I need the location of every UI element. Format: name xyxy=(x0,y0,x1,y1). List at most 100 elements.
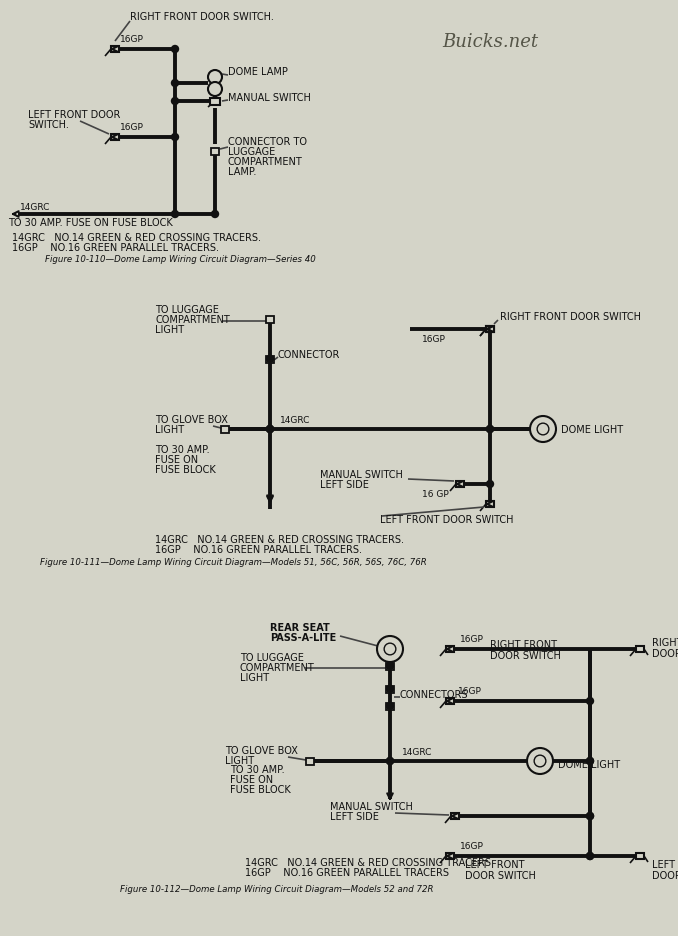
Text: MANUAL SWITCH: MANUAL SWITCH xyxy=(330,801,413,812)
Text: Figure 10-111—Dome Lamp Wiring Circuit Diagram—Models 51, 56C, 56R, 56S, 76C, 76: Figure 10-111—Dome Lamp Wiring Circuit D… xyxy=(40,558,426,567)
Bar xyxy=(451,813,459,819)
Circle shape xyxy=(586,812,593,820)
Text: RIGHT FRONT DOOR SWITCH: RIGHT FRONT DOOR SWITCH xyxy=(500,312,641,322)
Bar xyxy=(636,647,644,652)
Text: 16GP    NO.16 GREEN PARALLEL TRACERS.: 16GP NO.16 GREEN PARALLEL TRACERS. xyxy=(155,545,362,554)
Circle shape xyxy=(208,83,222,97)
Text: LIGHT: LIGHT xyxy=(240,672,269,682)
Text: LEFT REAR: LEFT REAR xyxy=(652,859,678,869)
Text: FUSE BLOCK: FUSE BLOCK xyxy=(230,784,291,794)
Text: Figure 10-112—Dome Lamp Wiring Circuit Diagram—Models 52 and 72R: Figure 10-112—Dome Lamp Wiring Circuit D… xyxy=(120,885,433,894)
Circle shape xyxy=(386,703,393,709)
Text: 16 GP: 16 GP xyxy=(422,490,449,499)
Circle shape xyxy=(487,426,494,433)
Text: DOOR SWITCH: DOOR SWITCH xyxy=(490,651,561,660)
Text: 16GP: 16GP xyxy=(120,36,144,44)
Text: 14GRC: 14GRC xyxy=(20,202,50,212)
Circle shape xyxy=(586,853,593,859)
Circle shape xyxy=(212,212,218,218)
Text: 14GRC   NO.14 GREEN & RED CROSSING TRACERS: 14GRC NO.14 GREEN & RED CROSSING TRACERS xyxy=(245,857,491,867)
Text: 16GP: 16GP xyxy=(460,635,484,644)
Text: DOME LIGHT: DOME LIGHT xyxy=(558,759,620,769)
Text: LIGHT: LIGHT xyxy=(155,425,184,434)
Bar xyxy=(111,135,119,140)
Text: LIGHT: LIGHT xyxy=(155,325,184,335)
Circle shape xyxy=(527,748,553,774)
Circle shape xyxy=(266,426,273,433)
Text: DOME LAMP: DOME LAMP xyxy=(228,67,288,77)
Text: CONNECTORS: CONNECTORS xyxy=(400,689,468,699)
Text: DOOR SWITCH: DOOR SWITCH xyxy=(652,649,678,658)
Text: CONNECTOR TO: CONNECTOR TO xyxy=(228,137,307,147)
Text: TO GLOVE BOX: TO GLOVE BOX xyxy=(155,415,228,425)
Text: FUSE ON: FUSE ON xyxy=(230,774,273,784)
Text: MANUAL SWITCH: MANUAL SWITCH xyxy=(228,93,311,103)
Text: DOOR SWITCH: DOOR SWITCH xyxy=(465,870,536,880)
Circle shape xyxy=(586,697,593,705)
Circle shape xyxy=(487,426,494,433)
Circle shape xyxy=(172,47,178,53)
Bar xyxy=(210,98,220,106)
Text: PASS-A-LITE: PASS-A-LITE xyxy=(270,633,336,642)
Circle shape xyxy=(386,663,393,670)
Text: LEFT SIDE: LEFT SIDE xyxy=(320,479,369,490)
Circle shape xyxy=(377,636,403,663)
Text: FUSE ON: FUSE ON xyxy=(155,455,198,464)
Text: TO 30 AMP.: TO 30 AMP. xyxy=(155,445,210,455)
Text: LEFT FRONT: LEFT FRONT xyxy=(465,859,525,869)
Circle shape xyxy=(384,643,396,655)
Circle shape xyxy=(586,757,593,765)
Circle shape xyxy=(172,212,178,218)
Text: LEFT SIDE: LEFT SIDE xyxy=(330,812,379,821)
Circle shape xyxy=(537,424,549,435)
Text: 14GRC: 14GRC xyxy=(280,417,311,425)
Text: 16GP    NO.16 GREEN PARALLEL TRACERS: 16GP NO.16 GREEN PARALLEL TRACERS xyxy=(245,867,449,877)
Bar xyxy=(266,356,274,363)
Text: RIGHT REAR: RIGHT REAR xyxy=(652,637,678,648)
Text: LEFT FRONT DOOR: LEFT FRONT DOOR xyxy=(28,110,121,120)
Text: 14GRC   NO.14 GREEN & RED CROSSING TRACERS.: 14GRC NO.14 GREEN & RED CROSSING TRACERS… xyxy=(155,534,404,545)
Bar xyxy=(446,853,454,859)
Text: TO GLOVE BOX: TO GLOVE BOX xyxy=(225,745,298,755)
Text: MANUAL SWITCH: MANUAL SWITCH xyxy=(320,470,403,479)
Text: REAR SEAT: REAR SEAT xyxy=(270,622,330,633)
Text: LIGHT: LIGHT xyxy=(225,755,254,766)
Text: COMPARTMENT: COMPARTMENT xyxy=(240,663,315,672)
Text: 16GP: 16GP xyxy=(458,687,482,695)
Circle shape xyxy=(266,426,273,433)
Circle shape xyxy=(586,812,593,820)
Bar xyxy=(486,502,494,507)
Text: LAMP.: LAMP. xyxy=(228,167,256,177)
Text: CONNECTOR: CONNECTOR xyxy=(278,350,340,359)
Text: SWITCH.: SWITCH. xyxy=(28,120,69,130)
Bar xyxy=(306,757,314,765)
Text: DOME LIGHT: DOME LIGHT xyxy=(561,425,623,434)
Circle shape xyxy=(386,686,393,693)
Circle shape xyxy=(266,356,273,363)
Bar xyxy=(266,316,274,323)
Text: 16GP    NO.16 GREEN PARALLEL TRACERS.: 16GP NO.16 GREEN PARALLEL TRACERS. xyxy=(12,242,219,253)
Bar xyxy=(386,703,394,709)
Circle shape xyxy=(172,98,178,106)
Bar xyxy=(486,327,494,332)
Text: LUGGAGE: LUGGAGE xyxy=(228,147,275,157)
Text: TO LUGGAGE: TO LUGGAGE xyxy=(155,305,219,314)
Text: 16GP: 16GP xyxy=(120,124,144,132)
Circle shape xyxy=(386,757,393,765)
Text: 16GP: 16GP xyxy=(460,841,484,851)
Text: DOOR SWITCH: DOOR SWITCH xyxy=(652,870,678,880)
Text: FUSE BLOCK: FUSE BLOCK xyxy=(155,464,216,475)
Bar xyxy=(221,426,229,433)
Bar xyxy=(486,327,494,332)
Circle shape xyxy=(530,417,556,443)
Circle shape xyxy=(534,755,546,767)
Text: COMPARTMENT: COMPARTMENT xyxy=(155,314,230,325)
Text: 14GRC   NO.14 GREEN & RED CROSSING TRACERS.: 14GRC NO.14 GREEN & RED CROSSING TRACERS… xyxy=(12,233,261,242)
Bar xyxy=(446,698,454,704)
Bar xyxy=(386,663,394,670)
Text: Buicks.net: Buicks.net xyxy=(442,33,538,51)
Text: LEFT FRONT DOOR SWITCH: LEFT FRONT DOOR SWITCH xyxy=(380,515,513,524)
Text: 16GP: 16GP xyxy=(422,335,446,344)
Text: TO 30 AMP. FUSE ON FUSE BLOCK: TO 30 AMP. FUSE ON FUSE BLOCK xyxy=(8,218,173,227)
Bar xyxy=(111,47,119,53)
